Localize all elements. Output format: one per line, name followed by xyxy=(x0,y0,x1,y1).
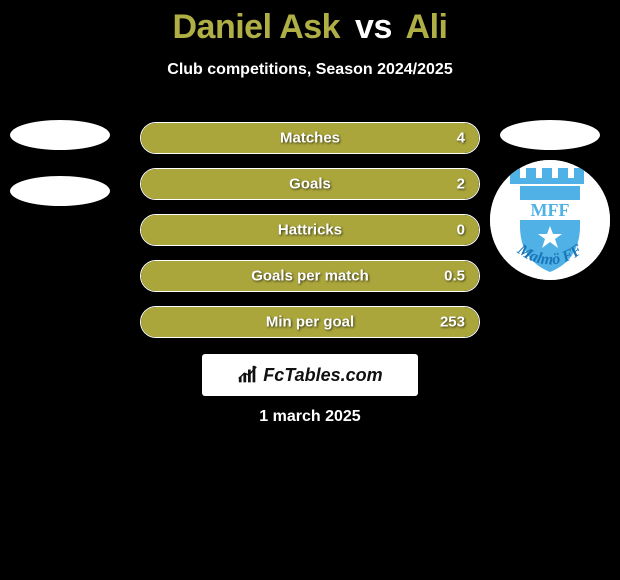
date-label: 1 march 2025 xyxy=(259,408,360,426)
title-vs: vs xyxy=(355,8,392,46)
stat-bar-label: Hattricks xyxy=(278,222,342,239)
stat-bar: Min per goal 253 xyxy=(140,306,480,338)
brand-main: Tables xyxy=(284,365,340,385)
player2-club-badge: MFF Malmö FF xyxy=(490,160,610,280)
badge-initials: MFF xyxy=(531,200,570,220)
brand-suffix: .com xyxy=(341,365,383,385)
player2-avatar-placeholder xyxy=(500,120,600,150)
stat-bar-value-right: 2 xyxy=(457,176,465,193)
brand-text: FcTables.com xyxy=(263,365,382,386)
stat-bar-label: Goals xyxy=(289,176,331,193)
player2-avatar-area: MFF Malmö FF xyxy=(490,120,610,280)
stat-bar: Hattricks 0 xyxy=(140,214,480,246)
title-player1: Daniel Ask xyxy=(172,8,340,46)
stat-bar-value-right: 0 xyxy=(457,222,465,239)
page-title: Daniel Ask vs Ali xyxy=(0,0,620,47)
bar-chart-icon xyxy=(237,364,259,386)
title-player2: Ali xyxy=(406,8,448,46)
stat-bar-label: Matches xyxy=(280,130,340,147)
stat-bar: Goals per match 0.5 xyxy=(140,260,480,292)
player1-avatar-area xyxy=(10,120,110,232)
club-badge-svg: MFF Malmö FF xyxy=(490,160,610,280)
stat-bars: Matches 4 Goals 2 Hattricks 0 Goals per match 0… xyxy=(140,122,480,352)
stat-bar: Matches 4 xyxy=(140,122,480,154)
player1-club-placeholder xyxy=(10,176,110,206)
stat-bar-value-right: 0.5 xyxy=(444,268,465,285)
stat-bar: Goals 2 xyxy=(140,168,480,200)
stat-bar-value-right: 4 xyxy=(457,130,465,147)
brand-prefix: Fc xyxy=(263,365,284,385)
stat-bar-label: Min per goal xyxy=(266,314,354,331)
stat-bar-label: Goals per match xyxy=(251,268,369,285)
subtitle: Club competitions, Season 2024/2025 xyxy=(0,47,620,79)
player1-avatar-placeholder xyxy=(10,120,110,150)
stat-bar-value-right: 253 xyxy=(440,314,465,331)
brand-badge: FcTables.com xyxy=(202,354,418,396)
